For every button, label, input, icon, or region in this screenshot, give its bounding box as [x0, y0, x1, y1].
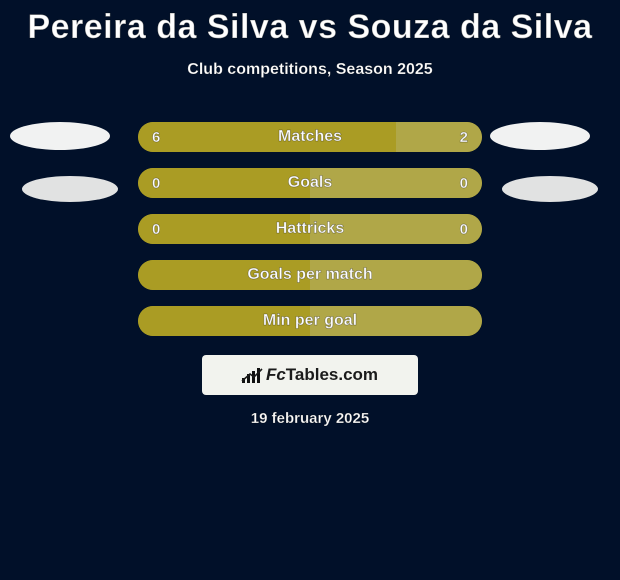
player-oval-2: [490, 122, 590, 150]
stat-fill-right: [396, 122, 482, 152]
stat-row-matches: Matches62: [138, 122, 482, 152]
stat-fill-left: [138, 260, 310, 290]
stat-fill-right: [310, 260, 482, 290]
stat-row-goals-per-match: Goals per match: [138, 260, 482, 290]
stat-fill-left: [138, 306, 310, 336]
stat-fill-right: [310, 214, 482, 244]
stat-row-min-per-goal: Min per goal: [138, 306, 482, 336]
stat-fill-right: [310, 168, 482, 198]
logo-text: FcTables.com: [266, 365, 378, 385]
stat-fill-right: [310, 306, 482, 336]
subtitle: Club competitions, Season 2025: [0, 61, 620, 79]
page-title: Pereira da Silva vs Souza da Silva: [0, 0, 620, 47]
comparison-infographic: Pereira da Silva vs Souza da Silva Club …: [0, 0, 620, 580]
player-oval-3: [22, 176, 118, 202]
player-oval-1: [10, 122, 110, 150]
stat-fill-left: [138, 214, 310, 244]
bar-chart-icon: [242, 368, 260, 383]
stats-column: Matches62 Goals00 Hattricks00 Goals per mat…: [138, 122, 482, 352]
player-oval-4: [502, 176, 598, 202]
stat-fill-left: [138, 168, 310, 198]
stat-fill-left: [138, 122, 396, 152]
stat-row-goals: Goals00: [138, 168, 482, 198]
fctables-logo: FcTables.com: [202, 355, 418, 395]
date-label: 19 february 2025: [0, 410, 620, 427]
stat-row-hattricks: Hattricks00: [138, 214, 482, 244]
